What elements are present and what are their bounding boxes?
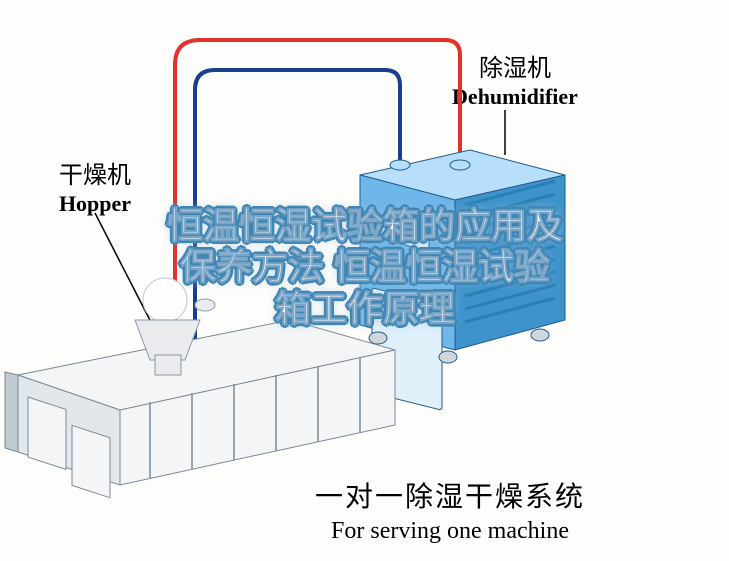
leader-hopper: [95, 213, 155, 330]
diagram-svg: [0, 0, 729, 561]
machine-base: [5, 320, 395, 498]
